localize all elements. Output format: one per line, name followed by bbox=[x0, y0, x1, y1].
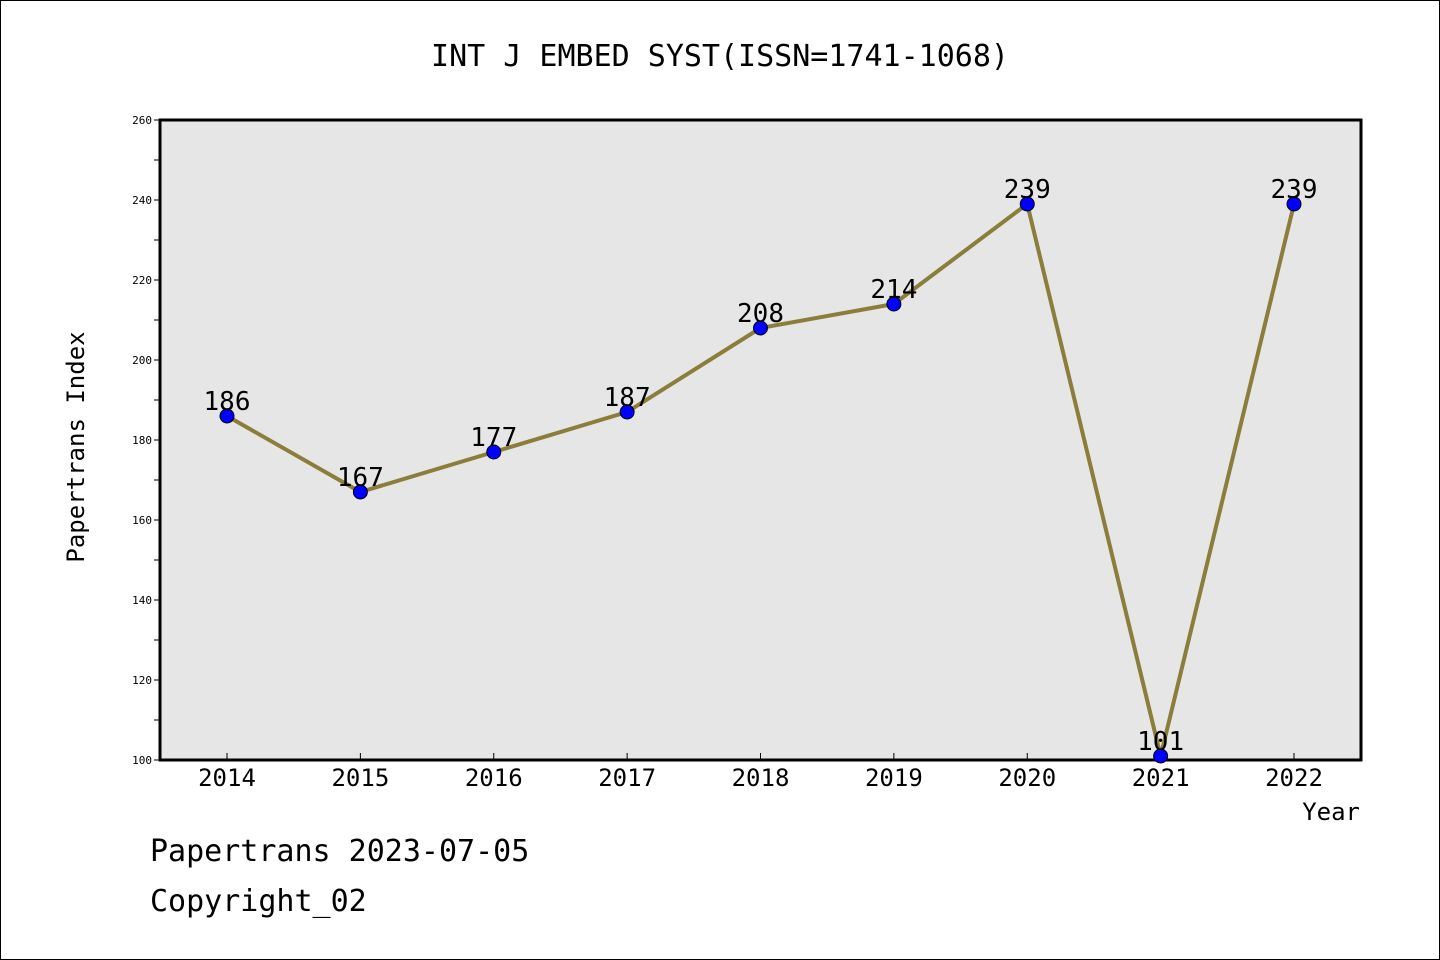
x-tick-label: 2018 bbox=[732, 764, 790, 792]
data-labels: 186 167 177 187 208 214 239 101 239 bbox=[204, 175, 1318, 757]
data-label: 208 bbox=[737, 299, 784, 329]
x-axis: 2014 2015 2016 2017 2018 2019 2020 2021 2022 bbox=[198, 753, 1323, 792]
chart-title: INT J EMBED SYST(ISSN=1741-1068) bbox=[431, 39, 1009, 74]
data-point bbox=[219, 408, 235, 424]
data-point bbox=[352, 484, 368, 500]
y-tick-label: 200 bbox=[132, 354, 152, 367]
y-axis: 100 120 140 160 180 200 220 240 260 bbox=[132, 114, 160, 767]
x-tick-label: 2022 bbox=[1265, 764, 1323, 792]
data-label: 239 bbox=[1271, 175, 1318, 205]
x-tick-label: 2016 bbox=[465, 764, 523, 792]
footer-date: Papertrans 2023-07-05 bbox=[150, 834, 530, 869]
data-point bbox=[753, 320, 768, 336]
y-axis-title: Papertrans Index bbox=[62, 331, 90, 562]
data-markers bbox=[219, 196, 1302, 764]
data-label: 239 bbox=[1004, 175, 1051, 205]
data-label: 101 bbox=[1137, 727, 1184, 757]
x-tick-label: 2021 bbox=[1132, 764, 1190, 792]
y-tick-label: 220 bbox=[132, 274, 152, 287]
data-label: 177 bbox=[470, 423, 517, 453]
x-tick-label: 2014 bbox=[198, 764, 256, 792]
plot-area bbox=[158, 118, 1363, 762]
footer-copyright: Copyright_02 bbox=[150, 884, 367, 919]
x-tick-label: 2019 bbox=[865, 764, 923, 792]
y-tick-label: 100 bbox=[132, 754, 152, 767]
x-tick-label: 2020 bbox=[998, 764, 1056, 792]
data-label: 214 bbox=[870, 275, 917, 305]
y-tick-label: 140 bbox=[132, 594, 152, 607]
data-point bbox=[886, 296, 902, 312]
y-tick-label: 240 bbox=[132, 194, 152, 207]
data-label: 186 bbox=[204, 387, 251, 417]
y-tick-label: 260 bbox=[132, 114, 152, 127]
data-point bbox=[1153, 748, 1169, 764]
x-axis-title: Year bbox=[1302, 798, 1360, 826]
y-tick-label: 160 bbox=[132, 514, 152, 527]
y-tick-label: 180 bbox=[132, 434, 152, 447]
data-point bbox=[486, 444, 502, 460]
data-point bbox=[619, 404, 635, 420]
x-tick-label: 2017 bbox=[598, 764, 656, 792]
y-tick-label: 120 bbox=[132, 674, 152, 687]
x-tick-label: 2015 bbox=[331, 764, 389, 792]
data-point bbox=[1019, 196, 1035, 212]
data-point bbox=[1286, 196, 1302, 212]
data-label: 167 bbox=[337, 463, 384, 493]
data-label: 187 bbox=[604, 383, 651, 413]
